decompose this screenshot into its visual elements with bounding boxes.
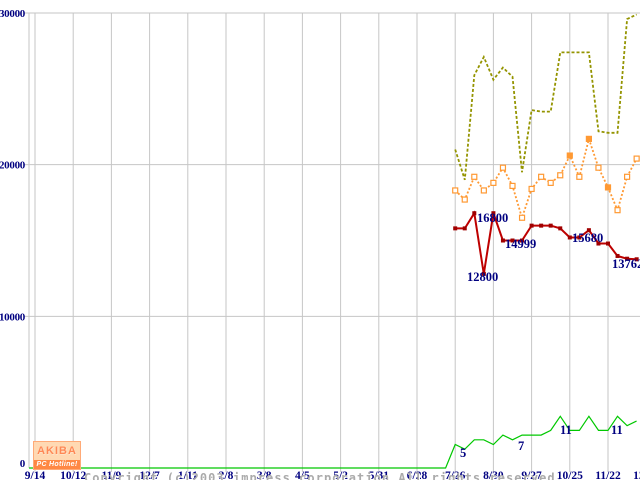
orange-dotted-line-marker	[585, 135, 593, 142]
orange-dotted-line-marker	[528, 185, 535, 193]
red-solid-line-marker	[586, 228, 591, 233]
akiba-logo: AKIBA PC Hotline!	[33, 441, 81, 470]
x-axis-tick-label: 11/22	[595, 470, 621, 480]
orange-dotted-line-marker	[604, 184, 612, 191]
x-axis-tick-label: 9/14	[25, 470, 46, 480]
red-solid-line-marker	[462, 226, 467, 231]
green-count-line	[29, 415, 637, 469]
orange-dotted-line-marker	[499, 164, 507, 171]
x-axis-tick-label: 1/11	[178, 470, 198, 480]
orange-dotted-line-marker	[566, 152, 573, 159]
orange-dotted-line-marker	[480, 187, 487, 194]
orange-dotted-line-marker	[576, 173, 583, 180]
red-solid-line-marker	[453, 226, 458, 231]
x-axis-tick-label: 11/9	[101, 470, 121, 480]
orange-dotted-line-marker	[557, 172, 564, 179]
orange-dotted-line-marker	[623, 173, 631, 180]
orange-dotted-line-marker	[595, 164, 602, 171]
copyright-line-1: Copyright (c)2003 impress corporation Al…	[84, 471, 564, 480]
value-label: 13762	[612, 257, 640, 271]
copyright-watermark: Copyright (c)2003 impress corporation Al…	[84, 440, 564, 480]
red-solid-line-marker	[558, 226, 563, 231]
red-solid-line-marker	[491, 211, 496, 216]
orange-dotted-line-marker	[614, 207, 621, 214]
red-solid-line-marker	[529, 223, 534, 228]
akiba-logo-subtitle: PC Hotline!	[34, 460, 80, 469]
red-solid-line-marker	[539, 223, 544, 228]
red-solid-line-marker	[567, 235, 572, 240]
red-solid-line-marker	[634, 257, 639, 262]
red-solid-line-marker	[606, 241, 610, 246]
red-solid-line-marker	[510, 238, 515, 243]
red-solid-line-marker	[520, 238, 525, 243]
x-axis-tick-label: 6/28	[407, 470, 428, 480]
y-axis-tick-label: 0	[20, 458, 26, 470]
value-label: 15680	[572, 231, 603, 245]
orange-dotted-line	[454, 135, 638, 221]
red-solid-line-marker	[500, 238, 505, 243]
x-axis-tick-label: 2/8	[219, 470, 234, 480]
orange-dotted-line-marker	[547, 179, 554, 186]
value-label: 7	[518, 439, 524, 453]
orange-dotted-line-marker	[452, 187, 459, 194]
y-axis-tick-label: 10000	[0, 311, 26, 323]
olive-dashed-line	[454, 13, 637, 181]
orange-dotted-line-marker	[509, 182, 516, 189]
red-solid-line-marker	[472, 211, 477, 216]
red-solid-line-marker	[596, 241, 601, 246]
orange-dotted-line-marker	[633, 155, 640, 162]
x-axis-tick-label: 12/7	[139, 470, 160, 480]
x-axis-tick-label: 5/31	[369, 470, 390, 480]
x-axis-tick-label: 3/8	[257, 470, 272, 480]
value-label: 14999	[505, 237, 536, 251]
value-label: 11	[560, 423, 572, 437]
y-axis-tick-label: 20000	[0, 160, 26, 172]
value-label: 5	[460, 446, 466, 460]
x-axis-tick-label: 10/12	[60, 470, 86, 480]
value-label: 11	[611, 423, 623, 437]
orange-dotted-line-marker	[471, 173, 478, 180]
value-label: 12800	[467, 270, 498, 284]
orange-dotted-line-marker	[518, 214, 526, 221]
orange-dotted-line-marker	[461, 196, 468, 203]
red-solid-line-marker	[577, 235, 582, 240]
red-solid-line-marker	[625, 256, 630, 261]
x-axis-tick-label: 4/5	[295, 470, 310, 480]
akiba-logo-title: AKIBA	[37, 445, 77, 457]
x-axis-tick-label: 9/27	[521, 470, 542, 480]
value-label: 16800	[477, 211, 508, 225]
x-axis-tick-label: 12/20	[633, 470, 640, 480]
orange-dotted-line-marker	[538, 173, 545, 180]
x-axis-tick-label: 5/2	[333, 470, 348, 480]
x-axis-tick-label: 7/26	[445, 470, 466, 480]
orange-dotted-line-marker	[490, 179, 497, 186]
red-solid-line-marker	[615, 253, 620, 258]
red-solid-line-marker	[548, 223, 553, 228]
x-axis-tick-label: 10/25	[557, 470, 583, 480]
x-axis-tick-label: 8/30	[483, 470, 504, 480]
y-axis-tick-label: 30000	[0, 8, 26, 20]
red-solid-line-marker	[481, 271, 486, 276]
